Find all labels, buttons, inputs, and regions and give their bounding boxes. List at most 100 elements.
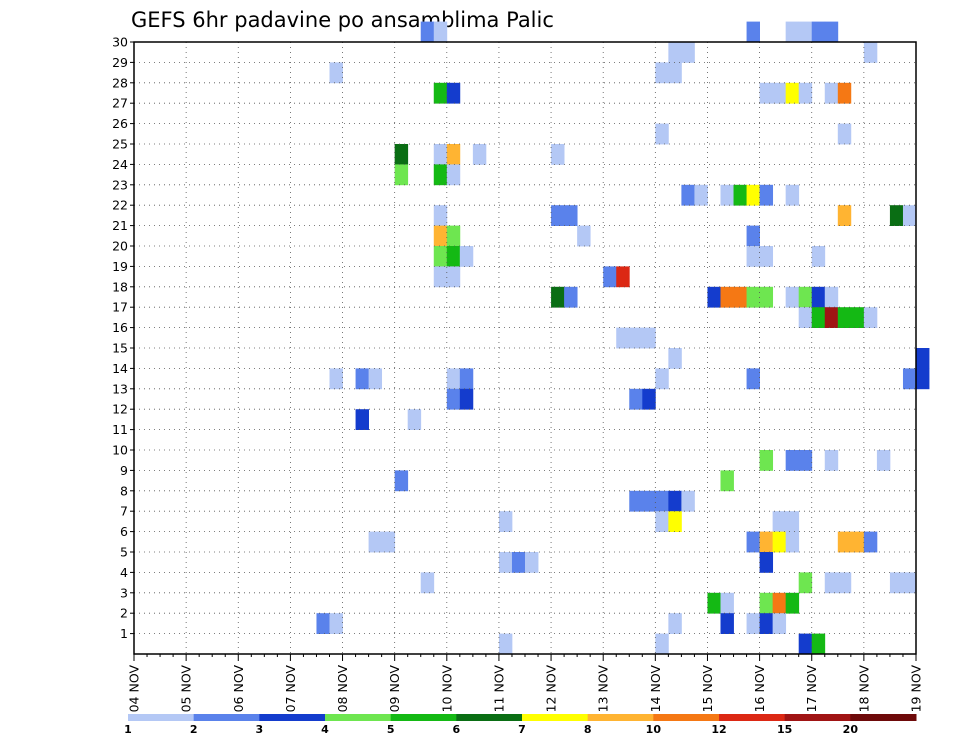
y-tick-label: 4 <box>120 565 128 580</box>
heatmap-cell <box>785 184 800 206</box>
heatmap-cell <box>889 205 904 226</box>
heatmap-cell <box>759 286 774 308</box>
heatmap-cell <box>446 388 461 410</box>
heatmap-cell <box>733 286 747 308</box>
heatmap-cells <box>316 21 930 655</box>
heatmap-cell <box>655 633 669 655</box>
y-tick-label: 12 <box>112 402 128 417</box>
x-axis: 04 NOV 05 NOV 06 NOV 07 NOV 08 NOV 09 NOV 10 N… <box>127 654 924 712</box>
legend-label: 4 <box>321 723 329 736</box>
heatmap-cell <box>655 511 669 532</box>
y-tick-label: 17 <box>112 300 128 315</box>
x-tick-label: 07 NOV <box>283 665 298 713</box>
y-tick-label: 21 <box>112 218 128 233</box>
y-tick-label: 27 <box>112 96 128 111</box>
heatmap-cell <box>746 246 760 267</box>
heatmap-cell <box>525 552 539 573</box>
legend-swatch <box>193 714 260 721</box>
heatmap-cell <box>850 531 865 553</box>
y-tick-label: 25 <box>112 137 128 152</box>
heatmap-cell <box>759 613 774 634</box>
heatmap-cell <box>772 613 787 634</box>
legend-swatch <box>784 714 851 721</box>
y-tick-label: 30 <box>112 35 128 50</box>
heatmap-cell <box>433 164 448 186</box>
heatmap-cell <box>837 123 852 145</box>
y-tick-label: 16 <box>112 320 128 335</box>
heatmap-cell <box>916 348 930 369</box>
x-tick-label: 16 NOV <box>752 665 767 713</box>
legend-swatch <box>587 714 654 721</box>
heatmap-cell <box>824 21 839 43</box>
legend-label: 3 <box>256 723 264 736</box>
heatmap-cell <box>746 225 760 247</box>
heatmap-cell <box>551 286 565 308</box>
heatmap-cell <box>746 184 760 206</box>
heatmap-cell <box>824 307 839 328</box>
heatmap-cell <box>902 572 917 594</box>
heatmap-cell <box>798 307 813 328</box>
legend-label: 7 <box>518 723 526 736</box>
heatmap-cell <box>811 21 826 43</box>
heatmap-cell <box>655 490 669 512</box>
heatmap-cell <box>420 21 435 43</box>
heatmap-cell <box>459 246 474 267</box>
legend-label: 5 <box>387 723 395 736</box>
heatmap-cell <box>433 266 448 288</box>
y-tick-label: 15 <box>112 341 128 356</box>
heatmap-cell <box>746 286 760 308</box>
heatmap-cell <box>368 531 383 553</box>
heatmap-cell <box>433 205 448 226</box>
y-tick-label: 20 <box>112 239 128 254</box>
legend-swatch <box>128 714 195 721</box>
heatmap-cell <box>668 348 682 369</box>
heatmap-cell <box>824 286 839 308</box>
heatmap-cell <box>642 490 656 512</box>
heatmap-cell <box>759 184 774 206</box>
heatmap-cell <box>681 184 695 206</box>
y-tick-label: 22 <box>112 198 128 213</box>
x-tick-label: 05 NOV <box>179 665 194 713</box>
heatmap-cell <box>668 42 682 63</box>
heatmap-cell <box>446 164 461 186</box>
heatmap-cell <box>668 511 682 532</box>
heatmap-cell <box>394 470 409 492</box>
heatmap-cell <box>707 592 721 614</box>
x-tick-label: 17 NOV <box>804 665 819 713</box>
legend-swatch <box>390 714 457 721</box>
heatmap-cell <box>629 490 643 512</box>
heatmap-cell <box>785 82 800 104</box>
heatmap-cell <box>564 286 578 308</box>
heatmap-cell <box>616 266 630 288</box>
heatmap-cell <box>446 368 461 390</box>
heatmap-cell <box>772 592 787 614</box>
y-tick-label: 1 <box>120 626 128 641</box>
heatmap-cell <box>837 307 852 328</box>
x-tick-label: 18 NOV <box>856 665 871 713</box>
legend-swatch <box>259 714 326 721</box>
heatmap-cell <box>551 144 565 165</box>
heatmap-cell <box>720 613 734 634</box>
heatmap-cell <box>811 286 826 308</box>
heatmap-cell <box>772 82 787 104</box>
heatmap-cell <box>433 144 448 165</box>
heatmap-cell <box>772 511 787 532</box>
heatmap-cell <box>394 144 409 165</box>
y-tick-label: 11 <box>112 422 128 437</box>
legend-label: 15 <box>777 723 792 736</box>
heatmap-cell <box>837 205 852 226</box>
heatmap-cell <box>746 21 760 43</box>
heatmap-cell <box>603 266 617 288</box>
heatmap-cell <box>720 470 734 492</box>
heatmap-cell <box>577 225 591 247</box>
legend-swatch <box>325 714 392 721</box>
heatmap-cell <box>759 450 774 471</box>
heatmap-cell <box>850 307 865 328</box>
heatmap-cell <box>498 552 513 573</box>
heatmap-cell <box>564 205 578 226</box>
heatmap-cell <box>902 205 917 226</box>
x-tick-label: 06 NOV <box>231 665 246 713</box>
heatmap-cell <box>329 613 343 634</box>
heatmap-cell <box>863 531 878 553</box>
